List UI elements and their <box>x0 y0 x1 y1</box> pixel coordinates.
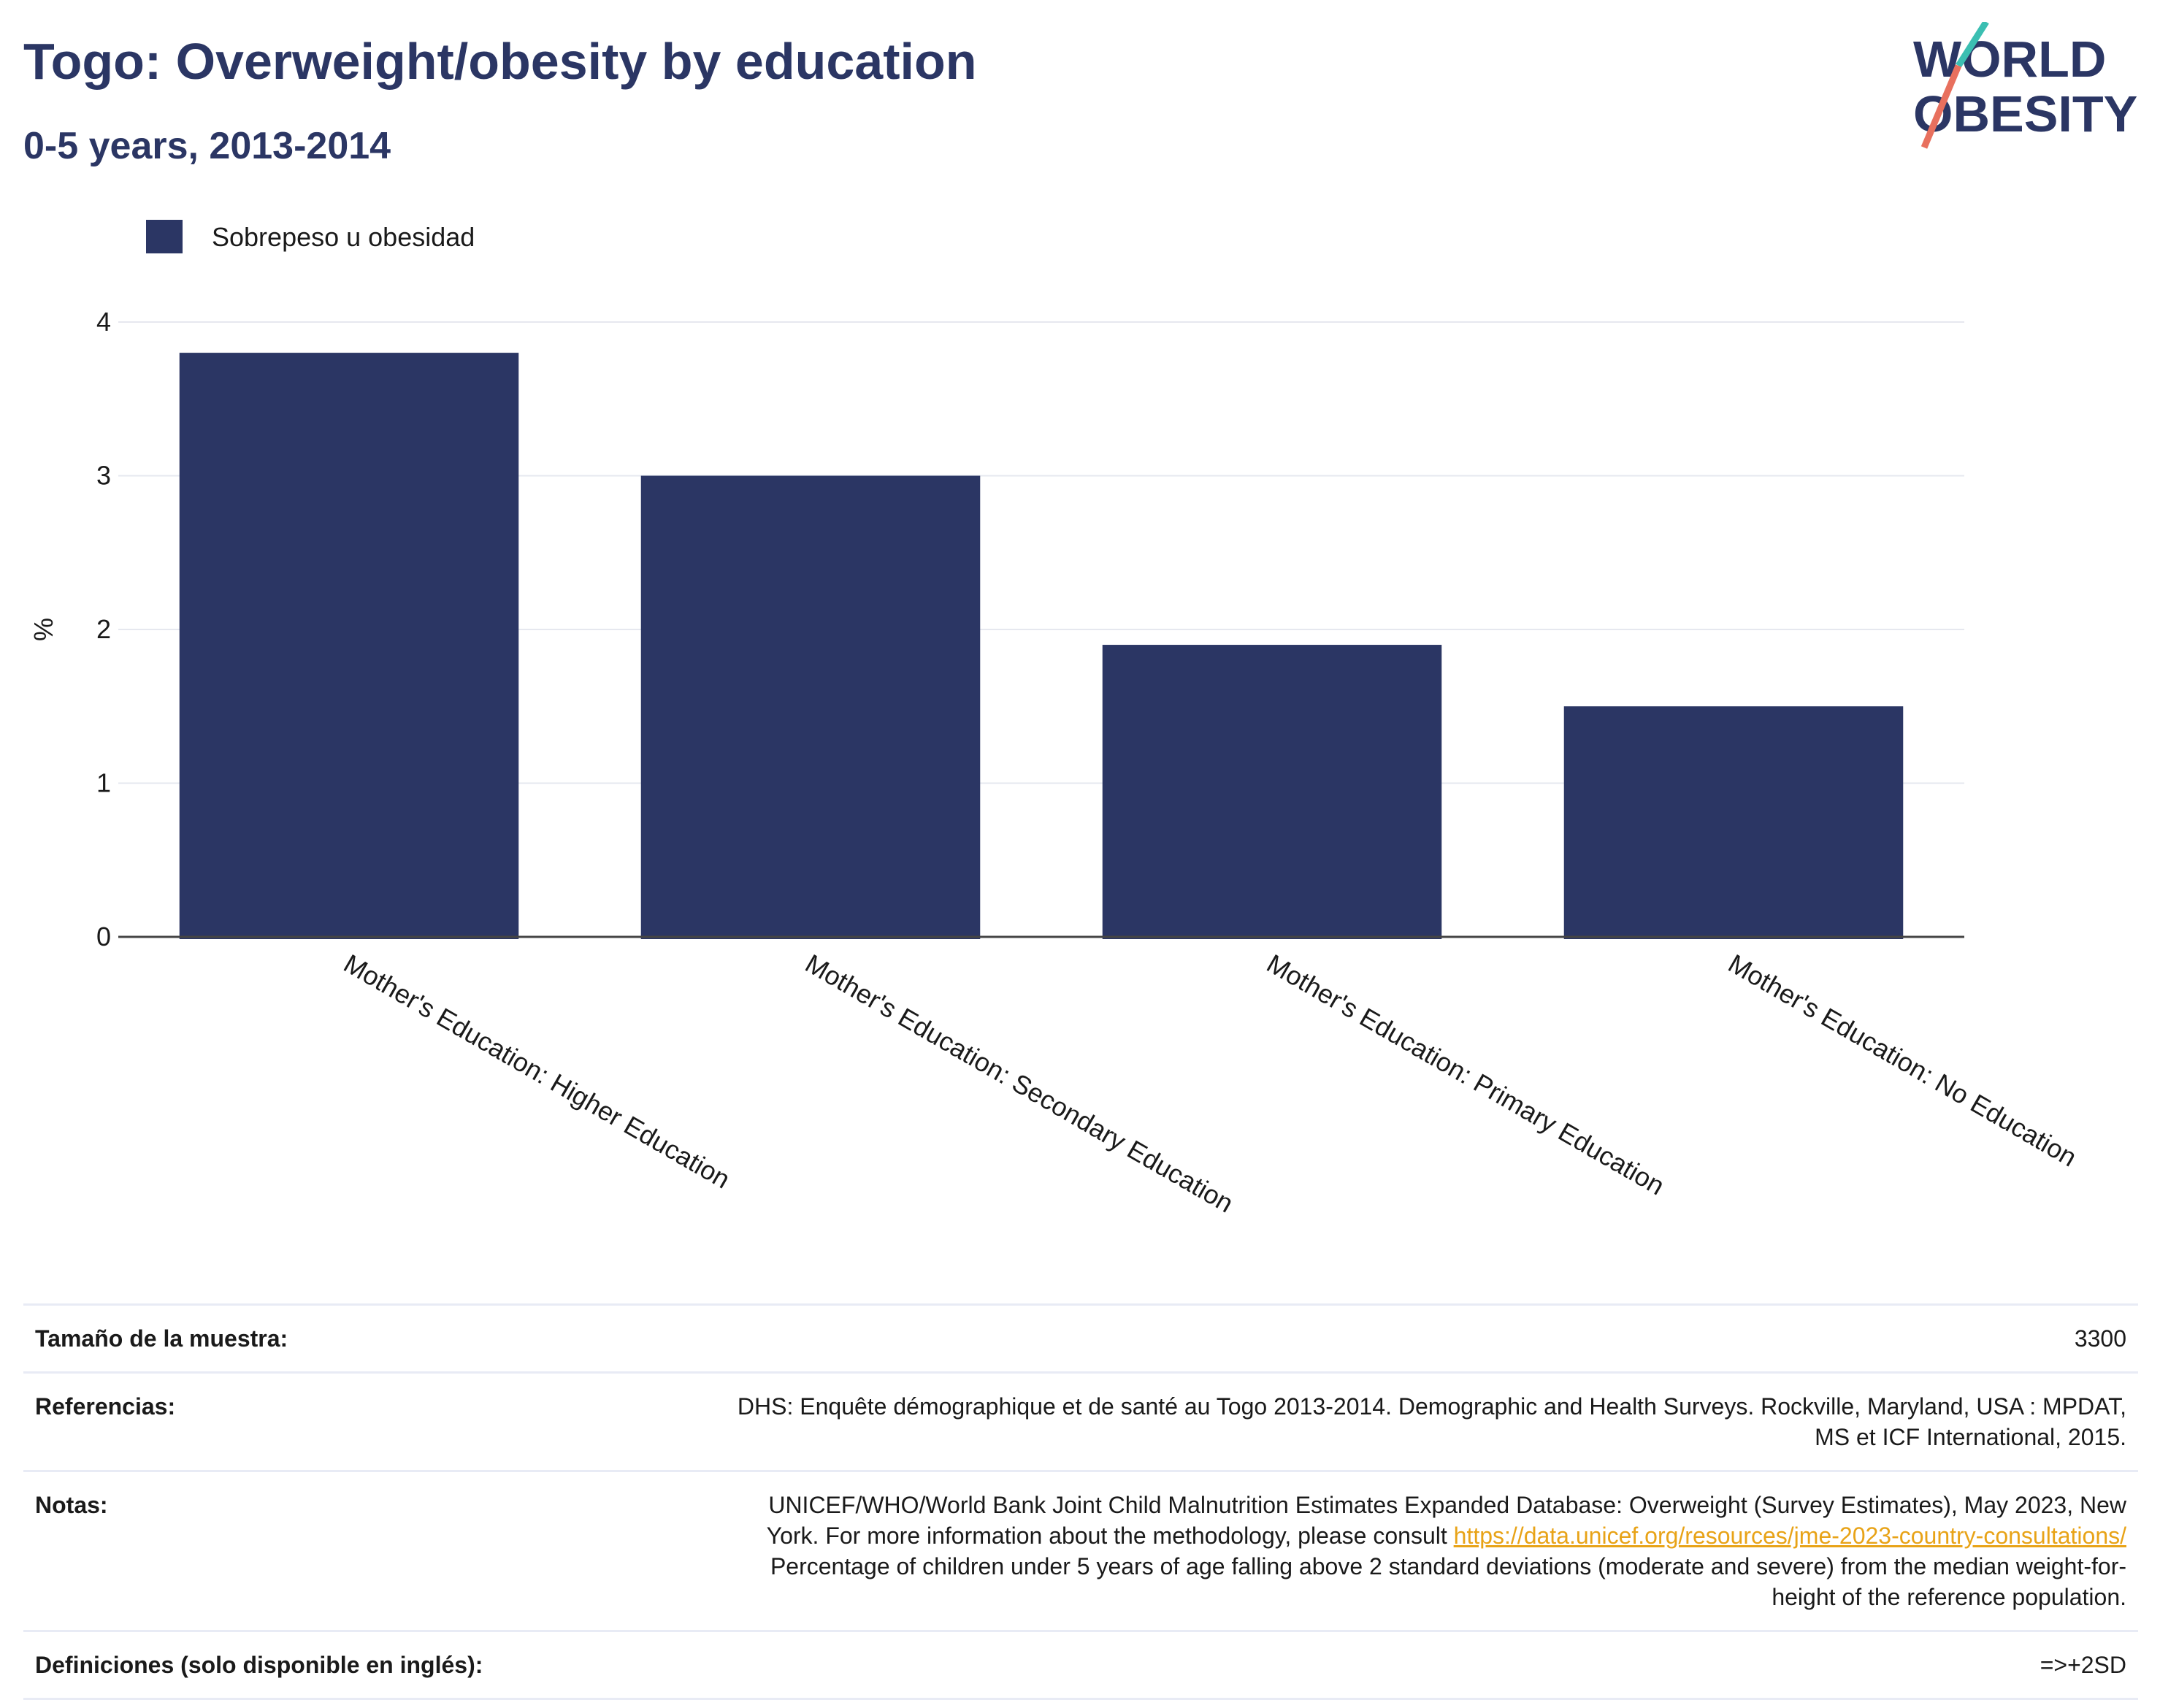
notes-text: UNICEF/WHO/World Bank Joint Child Malnut… <box>766 1492 2126 1549</box>
y-tick-label: 3 <box>96 461 111 491</box>
definitions-label: Definiciones (solo disponible en inglés)… <box>23 1630 704 1700</box>
legend-label: Sobrepeso u obesidad <box>212 222 475 252</box>
legend-swatch <box>146 220 183 253</box>
logo-line1: WORLD <box>1913 31 2106 88</box>
y-tick-label: 1 <box>96 768 111 798</box>
table-row: Notas: UNICEF/WHO/World Bank Joint Child… <box>23 1470 2138 1631</box>
x-tick-label: Mother's Education: Higher Education <box>339 948 735 1194</box>
definitions-value: =>+2SD <box>704 1630 2138 1700</box>
y-tick-label: 4 <box>96 307 111 337</box>
bar <box>1102 645 1442 939</box>
notes-label: Notas: <box>23 1470 704 1631</box>
page-subtitle: 0-5 years, 2013-2014 <box>23 125 391 167</box>
logo-slash-teal <box>1956 22 1989 68</box>
logo-line2: OBESITY <box>1913 85 2137 142</box>
bar <box>179 353 519 940</box>
references-value: DHS: Enquête démographique et de santé a… <box>704 1371 2138 1471</box>
x-tick-label: Mother's Education: Primary Education <box>1262 948 1669 1200</box>
y-axis-label: % <box>28 618 58 641</box>
y-tick-label: 2 <box>96 614 111 644</box>
references-label: Referencias: <box>23 1371 704 1471</box>
x-tick-label: Mother's Education: Secondary Education <box>800 948 1238 1218</box>
table-row: Tamaño de la muestra: 3300 <box>23 1303 2138 1373</box>
sample-size-value: 3300 <box>704 1303 2138 1373</box>
logo-slash-coral <box>1920 64 1962 149</box>
page-title: Togo: Overweight/obesity by education <box>23 33 977 90</box>
bar <box>1563 706 1904 939</box>
table-row: Definiciones (solo disponible en inglés)… <box>23 1630 2138 1700</box>
notes-value: UNICEF/WHO/World Bank Joint Child Malnut… <box>704 1470 2138 1631</box>
world-obesity-logo: WORLD OBESITY <box>1913 22 2137 149</box>
bar <box>640 475 981 939</box>
notes-definition-text: Percentage of children under 5 years of … <box>770 1553 2126 1610</box>
x-tick-label: Mother's Education: No Education <box>1723 948 2082 1172</box>
notes-link[interactable]: https://data.unicef.org/resources/jme-20… <box>1453 1523 2126 1549</box>
bar-chart: Sobrepeso u obesidad % 0 1 2 3 4 Mother's Edu… <box>28 220 2082 1219</box>
table-row: Referencias: DHS: Enquête démographique … <box>23 1371 2138 1471</box>
y-tick-label: 0 <box>96 922 111 951</box>
info-table: Tamaño de la muestra: 3300 Referencias: … <box>23 1303 2138 1700</box>
legend: Sobrepeso u obesidad <box>146 220 475 253</box>
sample-size-label: Tamaño de la muestra: <box>23 1303 704 1373</box>
